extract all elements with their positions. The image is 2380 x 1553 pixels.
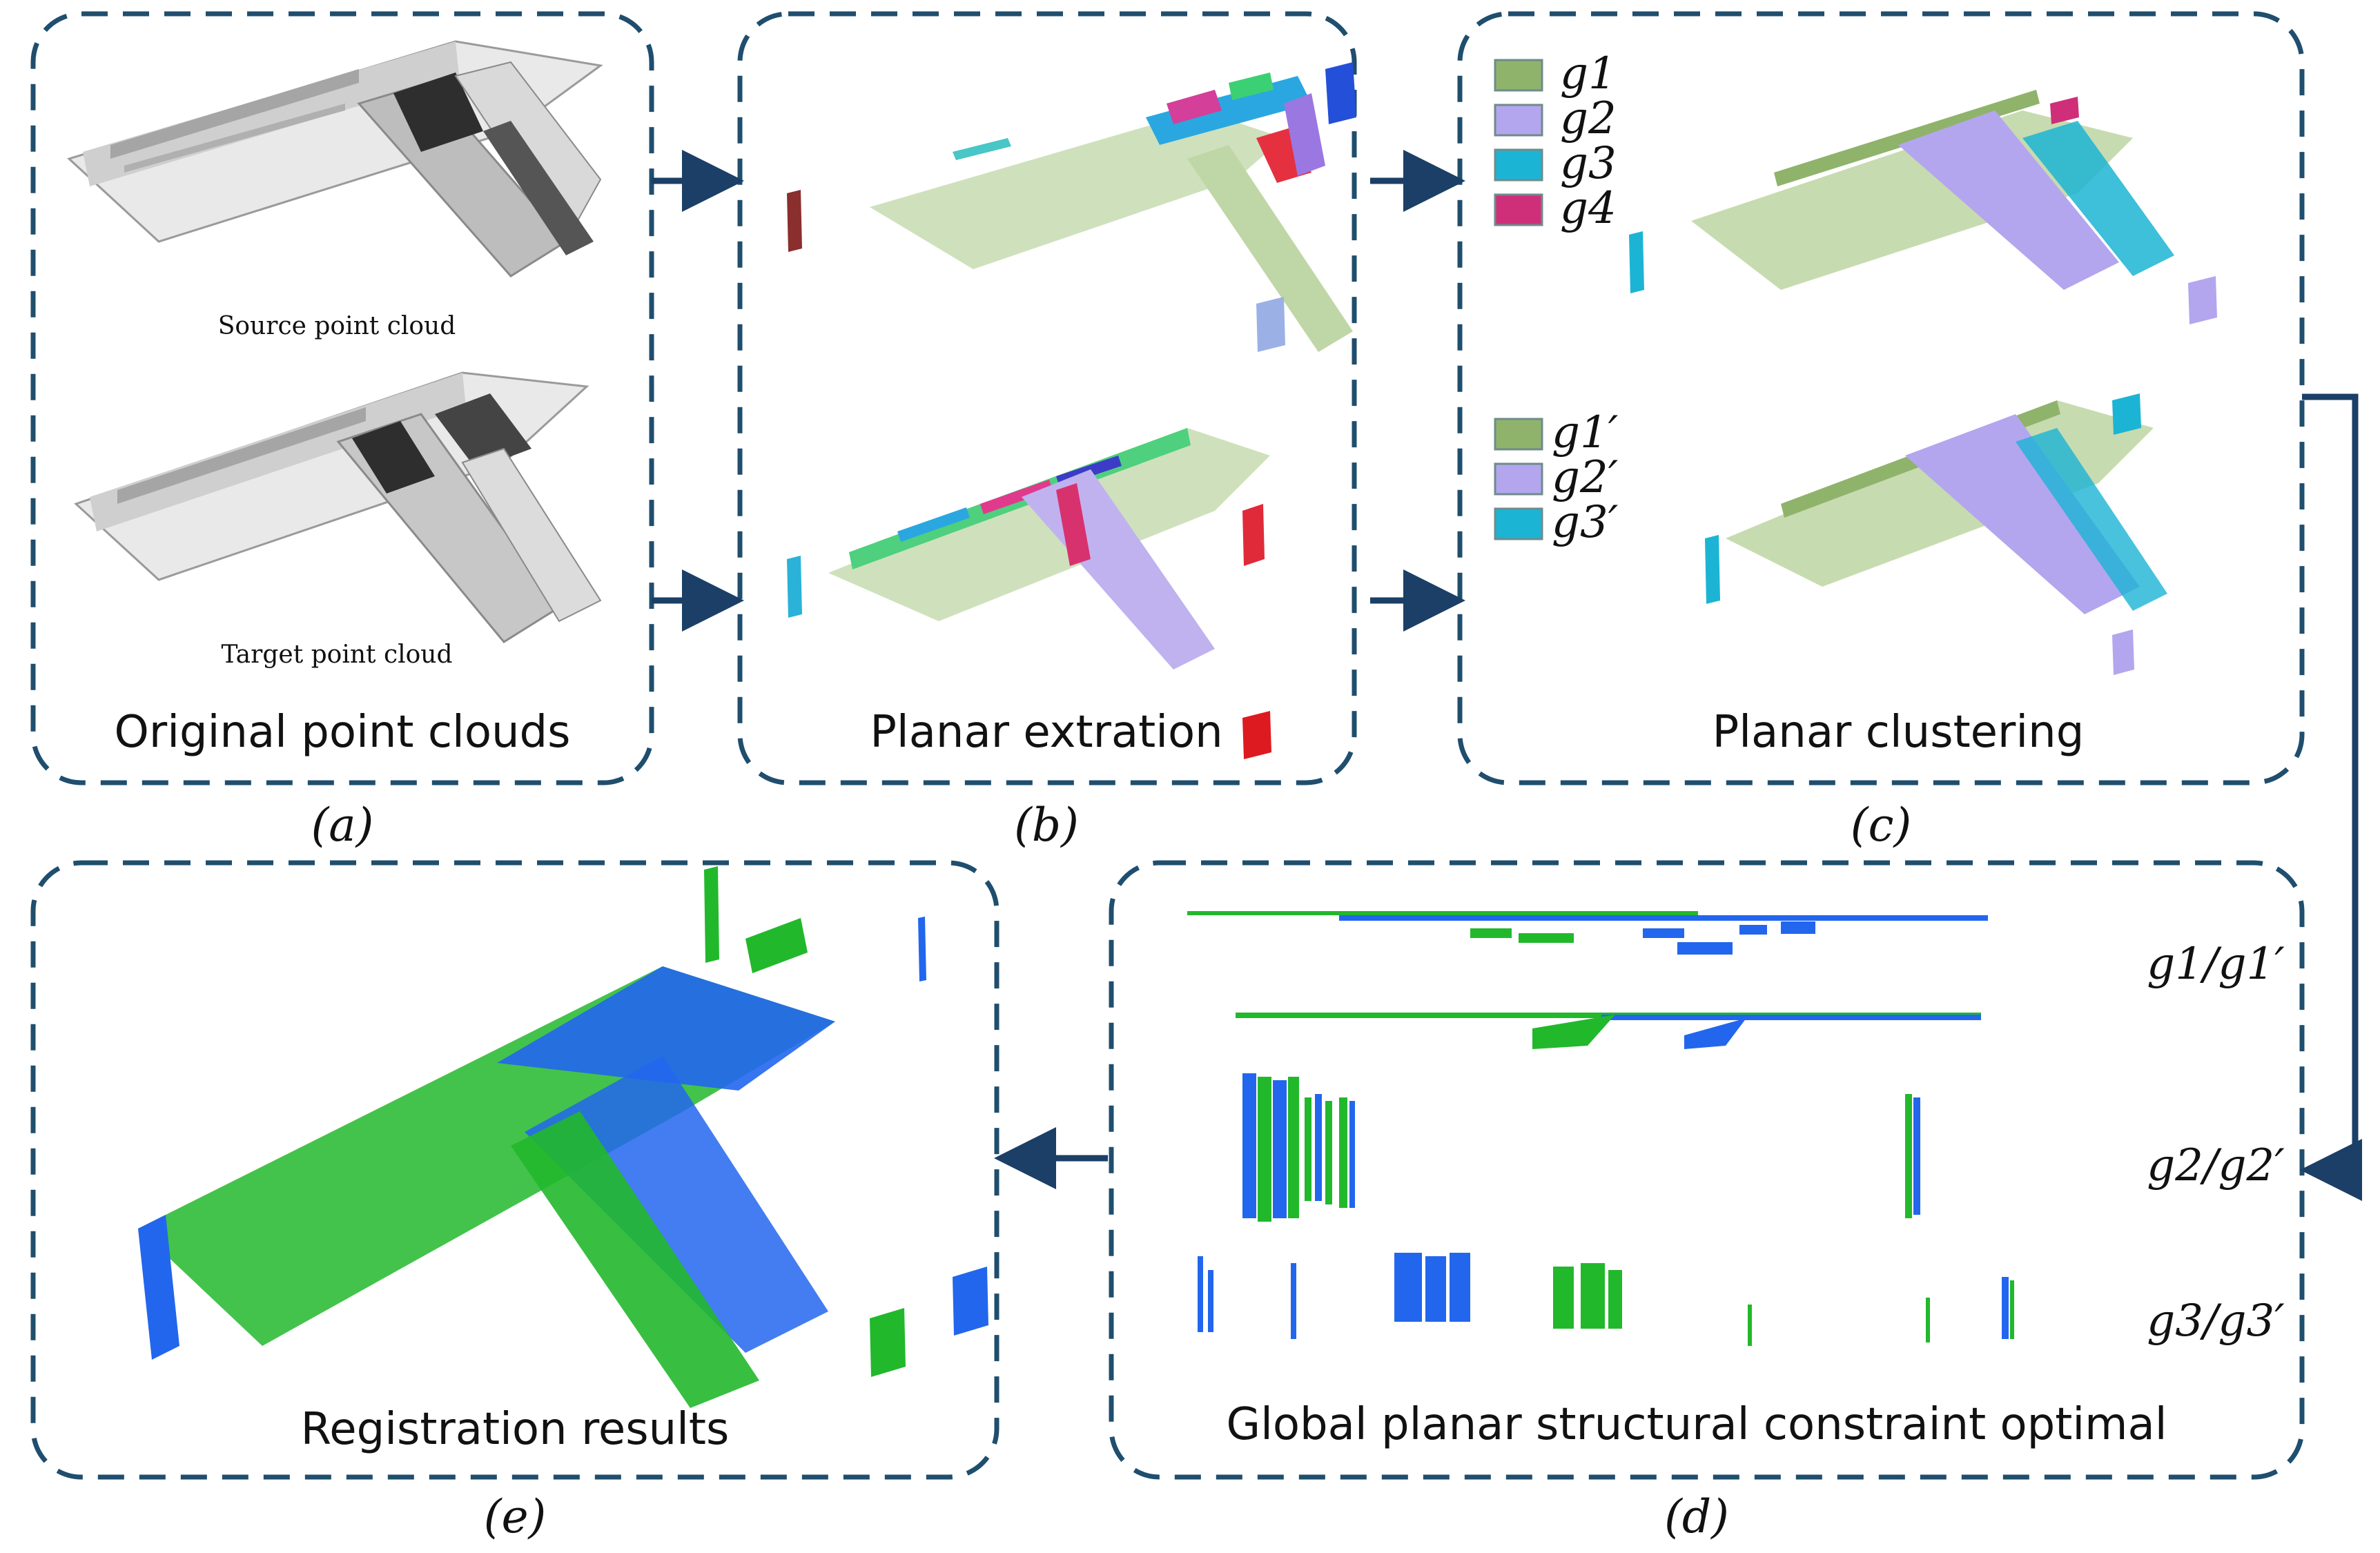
legend-label-g3-prime: g3′ xyxy=(1552,497,1619,548)
planar-extraction-target-image xyxy=(787,428,1271,759)
panel-e-title: Registration results xyxy=(301,1404,730,1455)
panel-b-letter: (b) xyxy=(1014,799,1079,852)
legend-label-g1: g1 xyxy=(1560,48,1617,99)
source-point-cloud-label: Source point cloud xyxy=(218,312,456,340)
planar-extraction-source-image xyxy=(787,62,1356,352)
legend-swatch-g2 xyxy=(1494,104,1543,137)
panel-c-frame xyxy=(1457,11,2305,785)
panel-a-frame xyxy=(30,11,654,785)
constraint-g1-pair-image xyxy=(1187,911,1988,1049)
legend-swatch-g3 xyxy=(1494,148,1543,182)
legend-label-g1-prime: g1′ xyxy=(1552,407,1619,458)
legend-label-g4: g4 xyxy=(1560,183,1617,234)
registration-result-image xyxy=(138,866,988,1408)
pair-label-g1: g1/g1′ xyxy=(2147,939,2285,990)
legend-target: g1′ g2′ g3′ xyxy=(1494,407,1619,548)
constraint-g3-pair-image xyxy=(1198,1253,2014,1346)
legend-label-g2-prime: g2′ xyxy=(1552,452,1619,503)
legend-label-g3: g3 xyxy=(1560,138,1617,189)
panel-c-letter: (c) xyxy=(1851,799,1911,852)
target-point-cloud-label: Target point cloud xyxy=(221,641,452,669)
pair-label-g3: g3/g3′ xyxy=(2147,1296,2285,1347)
panel-c-title: Planar clustering xyxy=(1713,707,2085,758)
legend-swatch-g4 xyxy=(1494,193,1543,226)
panel-d-title: Global planar structural constraint opti… xyxy=(1226,1399,2167,1450)
source-point-cloud-image xyxy=(67,40,603,277)
legend-label-g2: g2 xyxy=(1560,93,1617,144)
panel-b-frame xyxy=(737,11,1357,785)
target-point-cloud-image xyxy=(74,371,602,643)
legend-swatch-g1 xyxy=(1494,59,1543,92)
panel-b-title: Planar extration xyxy=(870,707,1222,758)
arrow-c-to-d xyxy=(2300,393,2362,1201)
planar-clustering-source-image xyxy=(1629,90,2217,324)
panel-a-letter: (a) xyxy=(311,799,374,852)
planar-clustering-target-image xyxy=(1705,393,2167,675)
legend-swatch-g1-prime xyxy=(1494,418,1543,451)
legend-source: g1 g2 g3 g4 xyxy=(1494,48,1617,234)
panel-d-letter: (d) xyxy=(1664,1490,1729,1543)
panel-e-letter: (e) xyxy=(484,1490,547,1543)
legend-swatch-g2-prime xyxy=(1494,462,1543,496)
panel-a-title: Original point clouds xyxy=(115,707,571,758)
constraint-g2-pair-image xyxy=(1242,1073,1920,1222)
pair-label-g2: g2/g2′ xyxy=(2147,1140,2285,1191)
legend-swatch-g3-prime xyxy=(1494,507,1543,540)
